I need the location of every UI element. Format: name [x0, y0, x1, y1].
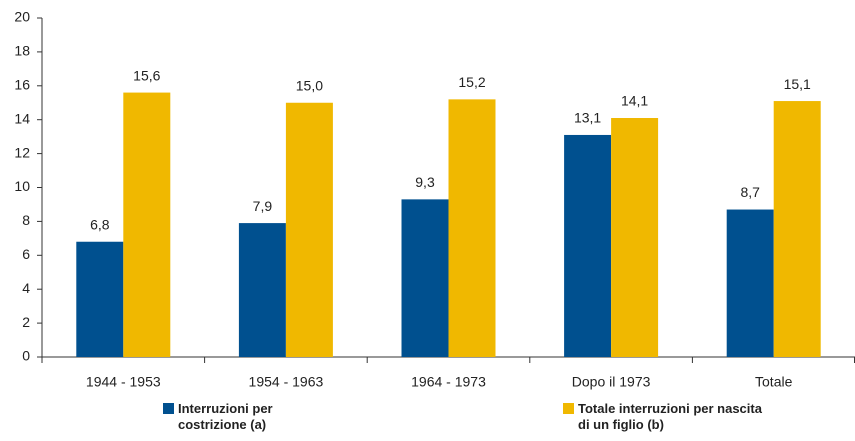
value-label: 15,1	[784, 76, 811, 92]
value-label: 14,1	[621, 93, 648, 109]
y-tick-label: 6	[22, 246, 30, 262]
legend-swatch	[563, 403, 574, 414]
value-label: 8,7	[740, 184, 760, 200]
value-label: 9,3	[415, 174, 435, 190]
bar	[76, 241, 124, 357]
value-label: 15,0	[296, 77, 323, 93]
value-label: 15,6	[133, 67, 160, 83]
y-tick-label: 2	[22, 314, 30, 330]
legend-label: Totale interruzioni per nascita di un fi…	[578, 401, 762, 432]
y-tick-label: 10	[14, 178, 30, 194]
value-label: 7,9	[253, 198, 273, 214]
x-tick-label: Dopo il 1973	[572, 374, 651, 390]
y-tick-label: 4	[22, 280, 30, 296]
bar	[726, 209, 774, 357]
bar	[773, 101, 821, 358]
bar	[123, 92, 171, 357]
x-tick-label: Totale	[755, 374, 793, 390]
legend-label: Interruzioni per costrizione (a)	[178, 401, 273, 432]
x-tick-label: 1964 - 1973	[411, 374, 486, 390]
y-tick-label: 14	[14, 110, 30, 126]
y-tick-label: 20	[14, 9, 30, 25]
y-tick-label: 0	[22, 348, 30, 364]
bar	[611, 118, 659, 357]
value-label: 6,8	[90, 216, 110, 232]
x-tick-label: 1954 - 1963	[249, 374, 324, 390]
value-label: 15,2	[458, 74, 485, 90]
bar	[401, 199, 449, 357]
bar	[564, 134, 612, 357]
y-tick-label: 18	[14, 43, 30, 59]
bar	[448, 99, 496, 358]
legend-swatch	[163, 403, 174, 414]
value-label: 13,1	[574, 110, 601, 126]
bar	[285, 102, 333, 357]
y-tick-label: 16	[14, 77, 30, 93]
y-tick-label: 12	[14, 144, 30, 160]
bar	[238, 223, 286, 357]
y-tick-label: 8	[22, 212, 30, 228]
x-tick-label: 1944 - 1953	[86, 374, 161, 390]
